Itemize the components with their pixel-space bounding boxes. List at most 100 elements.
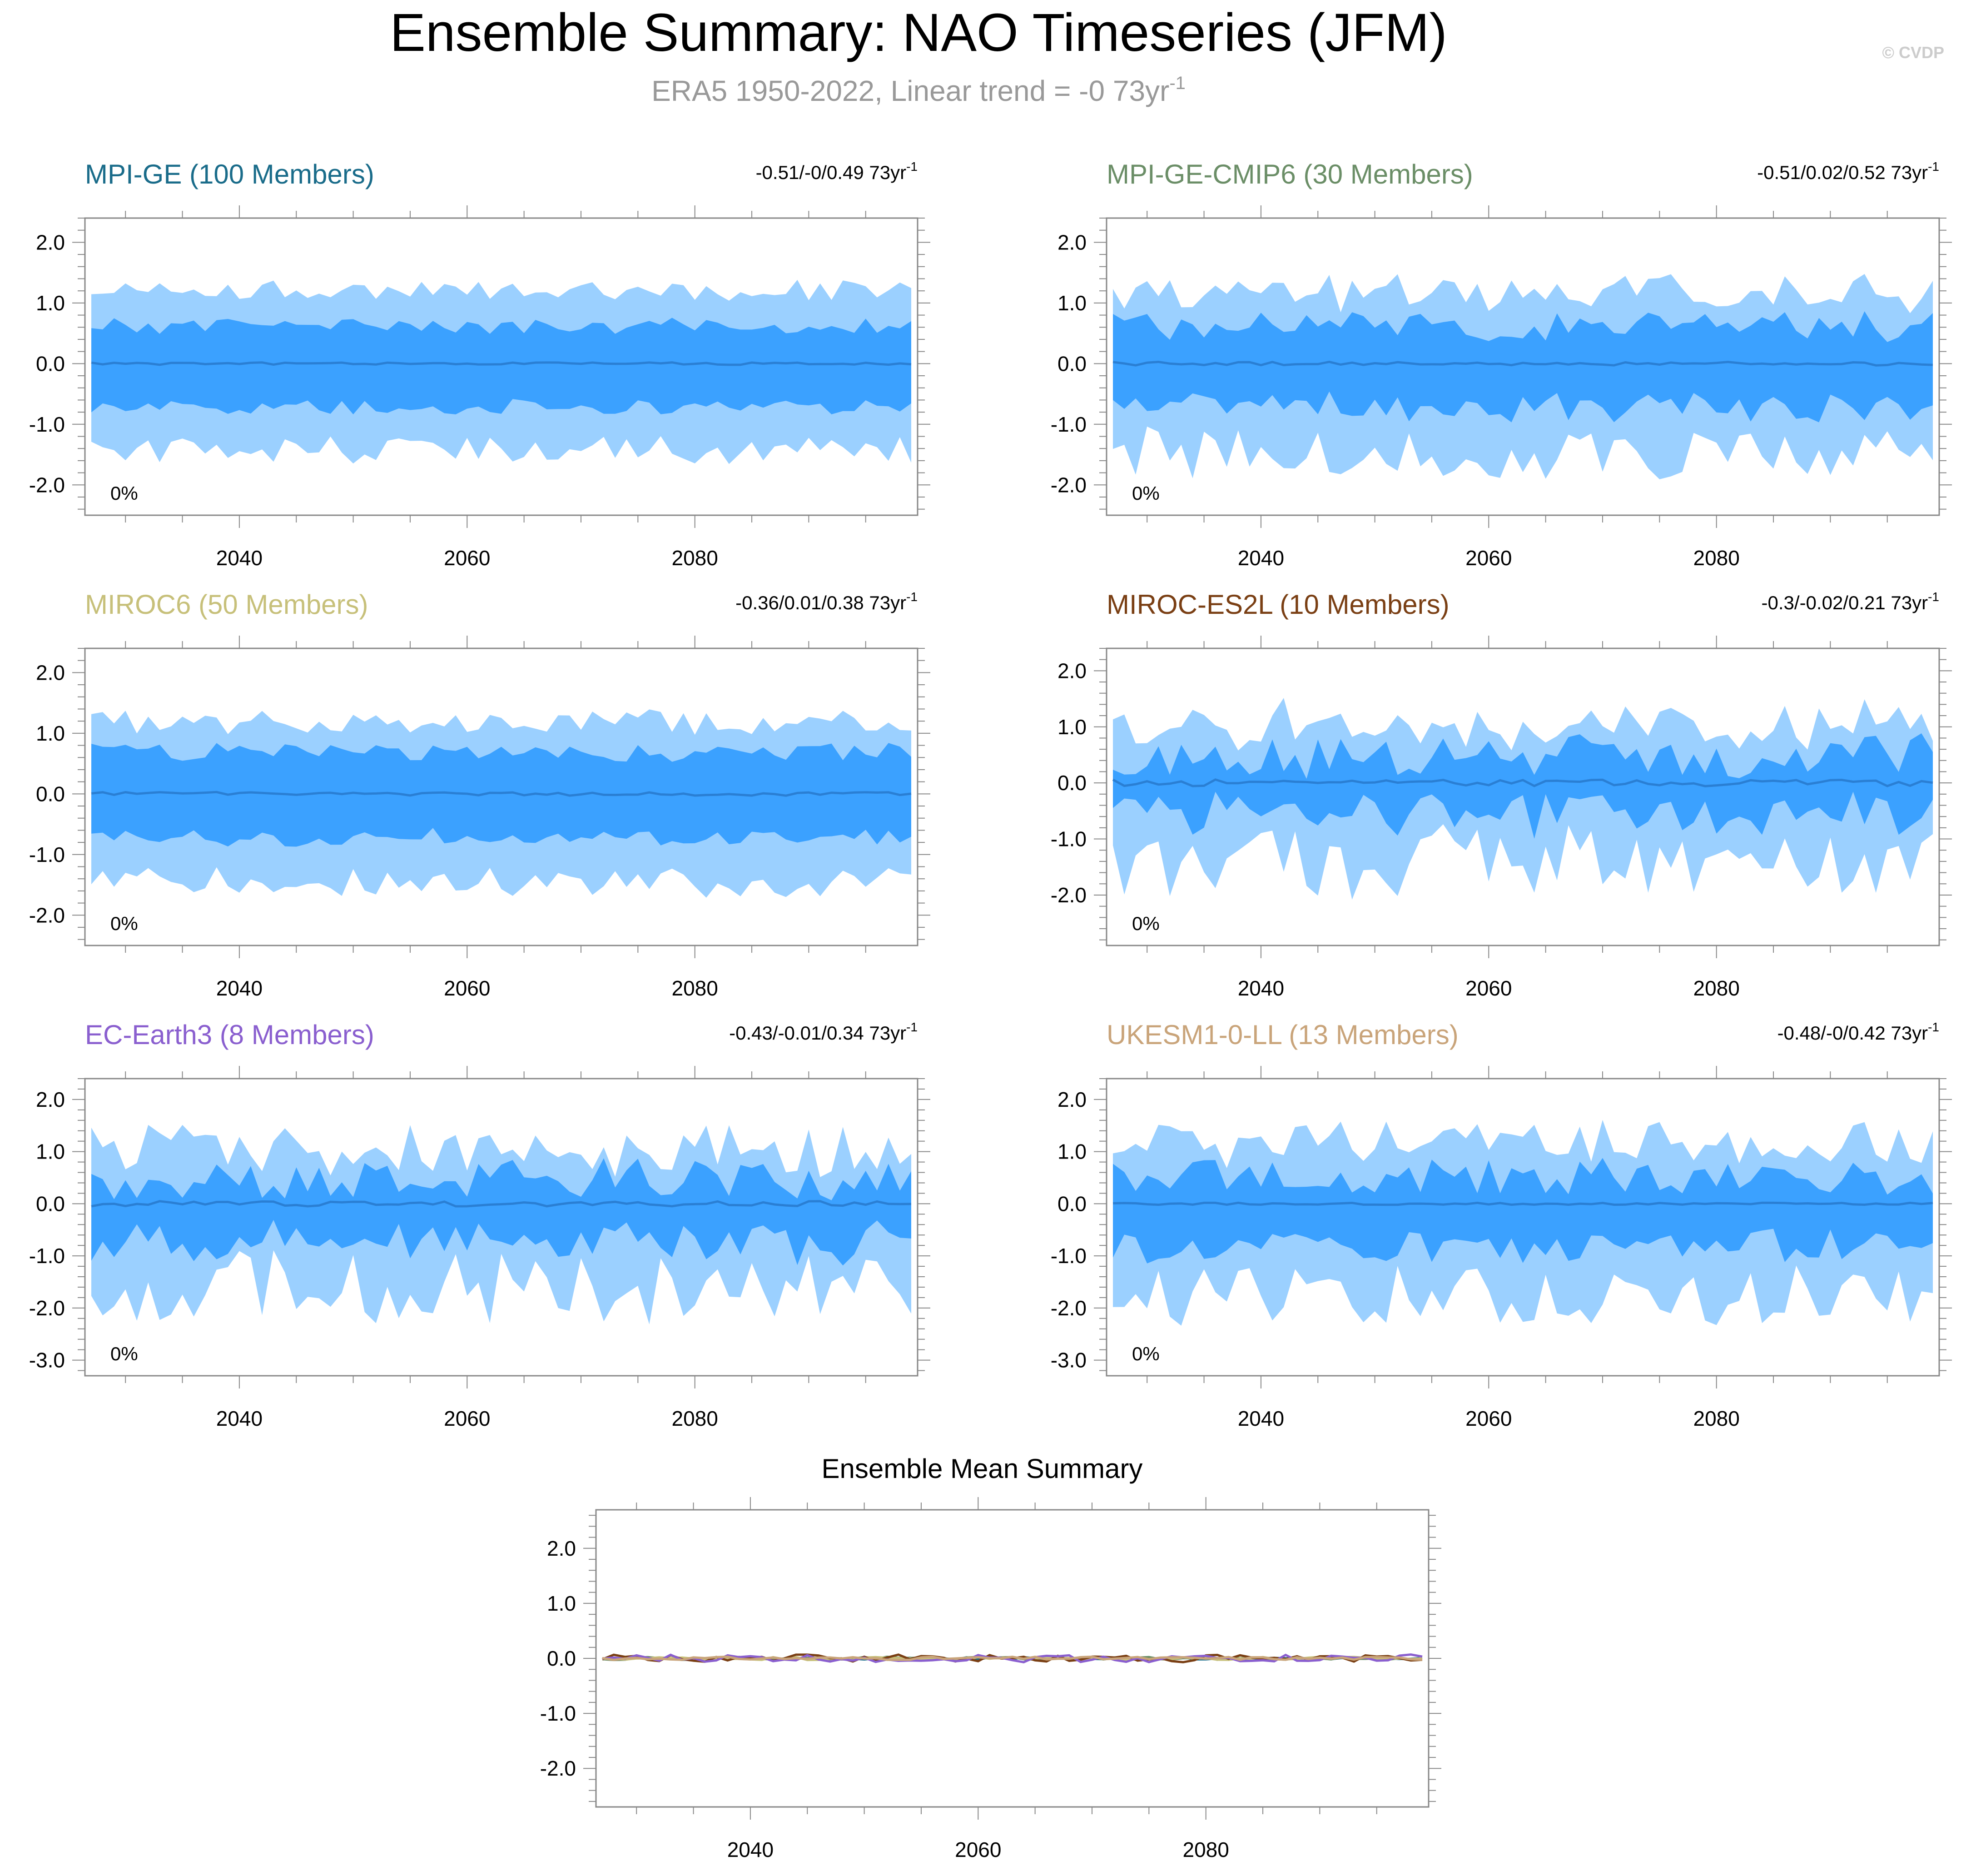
- plot-area: [1112, 274, 1933, 479]
- trend-superscript: -1: [906, 1020, 918, 1034]
- ensemble-mean-line: [91, 361, 912, 366]
- plot-area: [602, 1653, 1423, 1663]
- percent-label: 0%: [110, 913, 138, 934]
- panel-title: UKESM1-0-LL (13 Members): [1107, 1020, 1459, 1050]
- y-tick-label: -2.0: [29, 473, 65, 497]
- y-tick-label: 1.0: [1057, 1140, 1087, 1164]
- x-tick-label: 2040: [216, 1407, 263, 1430]
- percent-label: 0%: [1132, 1343, 1160, 1364]
- panel-trend-label: -0.51/0.02/0.52 73yr-1: [1757, 159, 1939, 183]
- plot-frame: [1106, 647, 1940, 946]
- panel-trend-label: -0.36/0.01/0.38 73yr-1: [735, 590, 918, 613]
- plot-frame: [84, 1078, 918, 1377]
- y-tick-label: -2.0: [1051, 883, 1087, 907]
- y-tick-label: -1.0: [29, 1244, 65, 1268]
- trend-superscript: -1: [906, 159, 918, 174]
- panel-title: EC-Earth3 (8 Members): [85, 1020, 374, 1050]
- panel-trend-label: -0.3/-0.02/0.21 73yr-1: [1762, 590, 1939, 613]
- y-tick-label: 0.0: [36, 352, 65, 375]
- chart-panel-3: MIROC6 (50 Members) -0.36/0.01/0.38 73yr-…: [29, 589, 930, 1000]
- plot-area: [91, 1125, 912, 1324]
- plot-area: [1112, 1120, 1933, 1326]
- plot-area: [91, 709, 912, 898]
- y-tick-label: 2.0: [1057, 1088, 1087, 1111]
- percent-label: 0%: [110, 1343, 138, 1364]
- y-tick-label: 0.0: [36, 782, 65, 806]
- y-tick-label: 2.0: [547, 1537, 576, 1560]
- percent-label: 0%: [110, 483, 138, 504]
- percent-label: 0%: [1132, 483, 1160, 504]
- ensemble-mean-line: [1112, 360, 1933, 367]
- plot-frame: [1106, 1078, 1940, 1377]
- x-tick-label: 2080: [672, 546, 718, 570]
- x-tick-label: 2060: [444, 1407, 490, 1430]
- chart-panel-2: MPI-GE-CMIP6 (30 Members) -0.51/0.02/0.52…: [1051, 159, 1952, 570]
- trend-superscript: -1: [1928, 590, 1939, 604]
- credit-label: © CVDP: [1882, 43, 1944, 62]
- trend-text: -0.43/-0.01/0.34 73yr: [729, 1022, 906, 1044]
- y-tick-label: 2.0: [36, 1088, 65, 1111]
- panel-trend-label: -0.51/-0/0.49 73yr-1: [756, 159, 918, 183]
- plot-area: [91, 279, 912, 464]
- inner-band: [1113, 1158, 1933, 1264]
- x-tick-label: 2040: [727, 1838, 774, 1861]
- y-tick-label: 2.0: [36, 230, 65, 254]
- y-tick-label: -1.0: [29, 843, 65, 866]
- x-tick-label: 2080: [1183, 1838, 1229, 1861]
- panel-title: MPI-GE (100 Members): [85, 159, 374, 189]
- y-tick-label: 0.0: [1057, 771, 1087, 795]
- y-tick-label: 1.0: [547, 1592, 576, 1615]
- series-line-ec-earth3: [602, 1653, 1423, 1663]
- panel-title: MIROC6 (50 Members): [85, 589, 368, 620]
- y-tick-label: 1.0: [1057, 291, 1087, 315]
- panel-trend-label: -0.48/-0/0.42 73yr-1: [1777, 1020, 1939, 1044]
- x-tick-label: 2080: [672, 976, 718, 1000]
- figure-subtitle: ERA5 1950-2022, Linear trend = -0 73yr-1: [651, 73, 1186, 107]
- y-tick-label: -1.0: [1051, 827, 1087, 851]
- chart-panel-6: UKESM1-0-LL (13 Members) -0.48/-0/0.42 73…: [1051, 1020, 1952, 1430]
- x-tick-label: 2080: [1693, 1407, 1740, 1430]
- plot-frame: [84, 647, 918, 946]
- x-tick-label: 2060: [955, 1838, 1001, 1861]
- x-tick-label: 2080: [672, 1407, 718, 1430]
- figure-title: Ensemble Summary: NAO Timeseries (JFM): [390, 3, 1447, 63]
- panel-trend-label: -0.43/-0.01/0.34 73yr-1: [729, 1020, 918, 1044]
- y-tick-label: 0.0: [1057, 1192, 1087, 1215]
- ensemble-mean-line: [1112, 1201, 1933, 1206]
- inner-band: [91, 318, 911, 414]
- y-tick-label: -3.0: [1051, 1349, 1087, 1372]
- trend-text: -0.48/-0/0.42 73yr: [1777, 1022, 1928, 1044]
- panel-title: Ensemble Mean Summary: [822, 1453, 1143, 1484]
- y-tick-label: -2.0: [1051, 1296, 1087, 1320]
- trend-superscript: -1: [1928, 159, 1939, 174]
- y-tick-label: 0.0: [547, 1647, 576, 1670]
- y-tick-label: 1.0: [1057, 715, 1087, 739]
- subtitle-superscript: -1: [1169, 73, 1186, 93]
- y-tick-label: 0.0: [36, 1192, 65, 1215]
- x-tick-label: 2060: [444, 546, 490, 570]
- plot-frame: [84, 217, 918, 516]
- percent-label: 0%: [1132, 913, 1160, 934]
- y-tick-label: -1.0: [1051, 1244, 1087, 1268]
- y-tick-label: -1.0: [540, 1702, 576, 1725]
- trend-superscript: -1: [1928, 1020, 1939, 1034]
- chart-panel-4: MIROC-ES2L (10 Members) -0.3/-0.02/0.21 7…: [1051, 589, 1952, 1000]
- trend-text: -0.51/-0/0.49 73yr: [756, 162, 907, 183]
- panel-title: MPI-GE-CMIP6 (30 Members): [1107, 159, 1473, 189]
- x-tick-label: 2080: [1693, 546, 1740, 570]
- panel-title: MIROC-ES2L (10 Members): [1107, 589, 1450, 620]
- subtitle-text: ERA5 1950-2022, Linear trend = -0 73yr: [651, 75, 1169, 107]
- y-tick-label: 1.0: [36, 291, 65, 315]
- y-tick-label: -1.0: [29, 413, 65, 436]
- y-tick-label: 1.0: [36, 722, 65, 745]
- y-tick-label: 0.0: [1057, 352, 1087, 375]
- chart-panel-1: MPI-GE (100 Members) -0.51/-0/0.49 73yr-1…: [29, 159, 930, 570]
- ensemble-mean-line: [1112, 778, 1933, 787]
- chart-panel-5: EC-Earth3 (8 Members) -0.43/-0.01/0.34 73…: [29, 1020, 930, 1430]
- inner-band: [91, 1158, 911, 1266]
- x-tick-label: 2040: [216, 546, 263, 570]
- y-tick-label: -2.0: [29, 903, 65, 927]
- panels-group: MPI-GE (100 Members) -0.51/-0/0.49 73yr-1…: [29, 159, 1952, 1861]
- y-tick-label: 2.0: [1057, 659, 1087, 682]
